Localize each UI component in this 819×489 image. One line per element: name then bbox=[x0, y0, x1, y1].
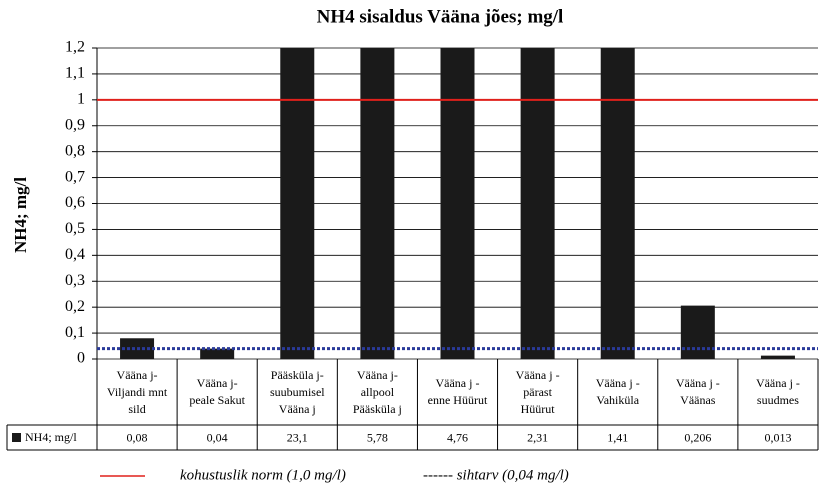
y-tick-label: 0,2 bbox=[65, 298, 85, 315]
value-label: 0,04 bbox=[207, 430, 228, 444]
bar bbox=[360, 48, 395, 359]
bar bbox=[280, 48, 315, 359]
bars bbox=[120, 48, 795, 359]
legend-label: ------ sihtarv (0,04 mg/l) bbox=[423, 467, 569, 483]
y-axis-label: NH4; mg/l bbox=[11, 177, 30, 253]
category-label: Pääsküla j- suubumisel Vääna j bbox=[269, 367, 325, 416]
y-tick-label: 1 bbox=[77, 91, 85, 108]
category-label: Vääna j- Viljandi mnt sild bbox=[106, 367, 168, 416]
y-tick-label: 0,8 bbox=[65, 142, 85, 159]
category-label: Vääna j- peale Sakut bbox=[189, 376, 245, 407]
value-label: 0,013 bbox=[764, 430, 791, 444]
category-label: Vääna j - Vahiküla bbox=[595, 376, 640, 407]
legend-swatch bbox=[12, 433, 21, 442]
bar bbox=[680, 305, 715, 359]
y-tick-label: 1,1 bbox=[65, 65, 85, 82]
value-label: 0,206 bbox=[684, 430, 711, 444]
y-tick-label: 0 bbox=[77, 350, 85, 367]
category-label: Vääna j - Väänas bbox=[675, 376, 720, 407]
category-label: Vääna j - enne Hüürut bbox=[427, 376, 488, 407]
category-label: Vääna j - suudmes bbox=[755, 376, 800, 407]
value-label: 2,31 bbox=[527, 430, 548, 444]
chart-title: NH4 sisaldus Vääna jões; mg/l bbox=[317, 6, 564, 27]
y-tick-label: 0,6 bbox=[65, 194, 85, 211]
bar bbox=[200, 348, 235, 359]
legend-label: kohustuslik norm (1,0 mg/l) bbox=[180, 467, 346, 483]
category-label: Vääna j- allpool Pääsküla j bbox=[352, 367, 402, 416]
value-label: 4,76 bbox=[447, 430, 468, 444]
bar bbox=[440, 48, 475, 359]
y-tick-label: 0,3 bbox=[65, 272, 85, 289]
value-label: 1,41 bbox=[607, 430, 628, 444]
bar bbox=[520, 48, 555, 359]
value-label: 0,08 bbox=[127, 430, 148, 444]
y-tick-label: 0,9 bbox=[65, 116, 85, 133]
y-tick-label: 1,2 bbox=[65, 39, 85, 56]
y-tick-label: 0,7 bbox=[65, 168, 85, 185]
bar bbox=[600, 48, 635, 359]
value-label: 23,1 bbox=[287, 430, 308, 444]
category-label: Vääna j - pärast Hüürut bbox=[515, 367, 560, 416]
value-label: 5,78 bbox=[367, 430, 388, 444]
bar bbox=[760, 355, 795, 359]
y-tick-label: 0,5 bbox=[65, 220, 85, 237]
legend-label: NH4; mg/l bbox=[25, 430, 77, 444]
y-tick-label: 0,4 bbox=[65, 246, 85, 263]
y-tick-label: 0,1 bbox=[65, 324, 85, 341]
